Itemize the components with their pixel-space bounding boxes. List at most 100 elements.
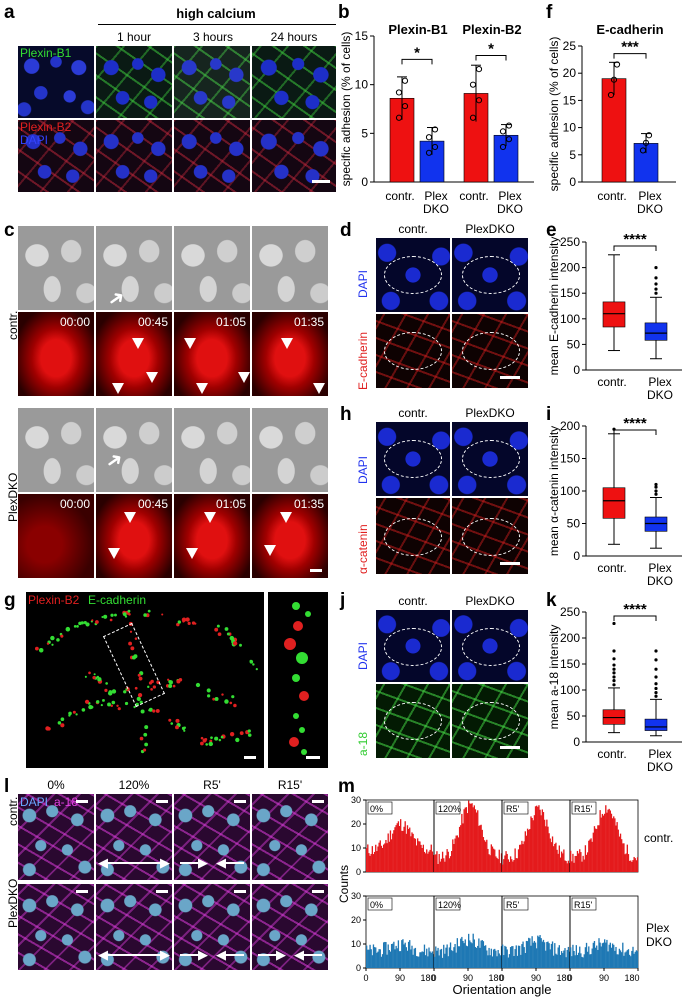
dot	[84, 675, 87, 678]
histogram-bar	[479, 825, 481, 872]
x-tick-label: contr.	[597, 561, 626, 575]
histogram-bar	[553, 846, 555, 872]
histogram-bar	[633, 953, 635, 968]
arrowhead-icon	[238, 372, 250, 383]
x-tick-label: 180	[488, 973, 503, 983]
histogram-bar	[519, 945, 521, 968]
y-tick-label: 50	[567, 337, 581, 351]
significance-bracket	[475, 54, 507, 61]
outlier-point	[612, 663, 616, 667]
histogram-bar	[523, 947, 525, 968]
outlier-point	[654, 667, 658, 671]
histogram-bar	[557, 853, 559, 872]
histogram-bar	[538, 936, 540, 968]
dot	[124, 615, 128, 618]
dot	[138, 676, 143, 681]
panel-tag-label: 0%	[370, 804, 383, 814]
histogram-bar	[486, 950, 488, 968]
histogram-bar	[384, 843, 386, 872]
histogram-bar	[461, 813, 463, 872]
histogram-bar	[557, 947, 559, 968]
histogram-bar	[366, 945, 368, 968]
panel-label-f: f	[546, 2, 553, 23]
col-label-d-contr: contr.	[398, 222, 428, 236]
row-label-j-dapi: DAPI	[356, 641, 370, 670]
histogram-bar	[465, 945, 468, 968]
dot	[249, 659, 253, 663]
x-tick-label: 90	[463, 973, 473, 983]
row-label-h-acat: α-catenin	[356, 524, 370, 574]
histogram-bar	[454, 838, 456, 872]
histogram-bar	[542, 939, 545, 968]
histogram-bar	[615, 946, 617, 968]
panel-tag-label: R5'	[506, 900, 520, 910]
histogram-bar	[581, 861, 583, 872]
dot	[226, 632, 230, 636]
micrograph-a-plexb2-1h	[96, 120, 172, 192]
histogram-bar	[539, 809, 541, 872]
y-tick-label: 30	[351, 795, 361, 805]
histogram-bar	[559, 857, 562, 872]
histogram-bar	[497, 859, 499, 872]
histogram-bar	[598, 825, 600, 872]
histogram-bar	[591, 948, 593, 968]
data-point	[607, 91, 615, 99]
panel-tag	[367, 897, 393, 911]
dot	[229, 701, 233, 705]
dot	[191, 621, 196, 625]
histogram-bar	[626, 950, 628, 968]
y-tick-label: 150	[560, 286, 580, 300]
histogram-bar	[526, 941, 529, 968]
timestamp-c4: 01:35	[294, 315, 325, 329]
histogram-bar	[591, 841, 593, 872]
histogram-bar	[601, 813, 604, 872]
histogram-bar	[411, 945, 413, 968]
dot	[208, 741, 213, 747]
panel-label-m: m	[338, 776, 355, 797]
micrograph-a-plexb2-3h	[174, 120, 250, 192]
y-tick-label: 30	[351, 891, 361, 901]
histogram-bar	[531, 817, 533, 872]
histogram-bar	[439, 861, 441, 872]
histogram-bar	[397, 821, 400, 872]
row-label-j-a18: a-18	[356, 731, 370, 756]
significance-label: ****	[623, 601, 647, 618]
histogram-bar	[491, 846, 494, 872]
dot	[107, 702, 111, 707]
dot	[84, 699, 90, 704]
histogram-bar	[494, 849, 496, 872]
histogram-bar	[517, 945, 520, 968]
arrow-right-icon: ▶	[160, 947, 170, 962]
cell-outline-ellipse	[384, 332, 442, 370]
x-tick-label: 180	[420, 973, 435, 983]
histogram-bar	[545, 826, 547, 872]
x-tick-label: DKO	[647, 760, 673, 774]
arrowhead-icon	[204, 512, 216, 523]
histogram-bar	[390, 944, 393, 968]
panel-tag-label: 120%	[438, 804, 461, 814]
x-tick-label: contr.	[597, 189, 626, 203]
histogram-bar	[428, 851, 430, 872]
dot	[35, 646, 39, 651]
histogram-bar	[576, 955, 579, 968]
dot	[148, 707, 153, 712]
histogram-bar	[496, 956, 498, 968]
dot	[152, 709, 156, 713]
dot	[239, 731, 244, 736]
panel-label-g: g	[4, 590, 16, 611]
dot	[46, 642, 50, 645]
histogram-bar	[489, 855, 491, 872]
histogram-bar	[379, 949, 381, 968]
histogram-bar	[430, 952, 432, 968]
live-image-c-dko-4	[252, 494, 328, 578]
histogram-bar	[401, 940, 403, 968]
dot	[105, 682, 108, 685]
histogram-bar	[616, 822, 618, 872]
dot	[117, 707, 121, 711]
histogram-bar	[413, 838, 415, 872]
histogram-bar	[600, 817, 602, 872]
panel-tag-label: R15'	[574, 900, 593, 910]
dot	[80, 621, 85, 625]
histogram-bar	[385, 839, 387, 872]
histogram-bar	[598, 938, 600, 968]
